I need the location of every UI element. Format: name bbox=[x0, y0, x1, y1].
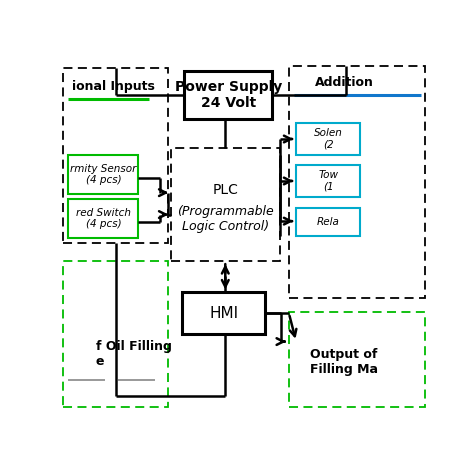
Text: Power Supply
24 Volt: Power Supply 24 Volt bbox=[174, 80, 282, 110]
Text: Output of
Filling Ma: Output of Filling Ma bbox=[310, 347, 378, 375]
Bar bbox=[184, 72, 272, 119]
Bar bbox=[63, 68, 168, 243]
Bar bbox=[296, 164, 360, 197]
Bar bbox=[289, 312, 425, 407]
Bar bbox=[68, 199, 138, 237]
Bar bbox=[296, 209, 360, 236]
Text: (Programmable
Logic Control): (Programmable Logic Control) bbox=[177, 205, 273, 233]
Text: f Oil Filling
e: f Oil Filling e bbox=[96, 340, 172, 368]
Text: ional Inputs: ional Inputs bbox=[72, 80, 155, 92]
Bar bbox=[296, 123, 360, 155]
Bar bbox=[68, 155, 138, 194]
Text: Solen
(2: Solen (2 bbox=[314, 128, 343, 150]
Text: Addition: Addition bbox=[315, 76, 374, 89]
Text: Rela: Rela bbox=[317, 217, 340, 227]
Text: red Switch
(4 pcs): red Switch (4 pcs) bbox=[76, 208, 131, 229]
Bar bbox=[182, 292, 265, 334]
Text: PLC: PLC bbox=[212, 183, 238, 197]
Text: rmity Sensor
(4 pcs): rmity Sensor (4 pcs) bbox=[70, 164, 137, 185]
Text: HMI: HMI bbox=[209, 306, 238, 321]
Bar bbox=[289, 66, 425, 298]
Bar bbox=[171, 148, 280, 261]
Text: Tow
(1: Tow (1 bbox=[319, 170, 338, 192]
Bar bbox=[63, 261, 168, 407]
